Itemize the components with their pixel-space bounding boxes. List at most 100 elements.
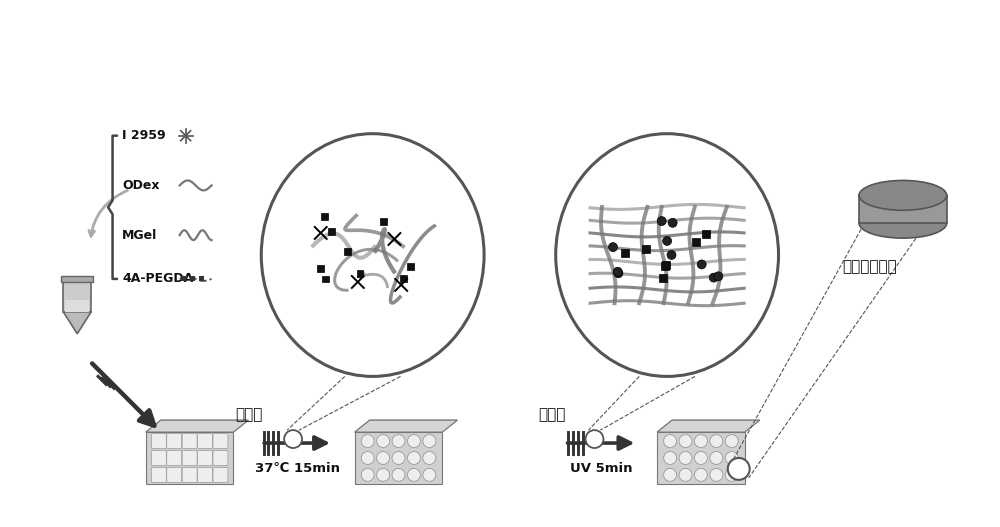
FancyBboxPatch shape bbox=[198, 451, 213, 465]
Text: 37℃ 15min: 37℃ 15min bbox=[255, 462, 340, 475]
Circle shape bbox=[407, 435, 420, 447]
Ellipse shape bbox=[261, 134, 484, 376]
Polygon shape bbox=[859, 196, 947, 223]
Circle shape bbox=[709, 273, 718, 282]
Bar bbox=[380, 218, 387, 225]
Polygon shape bbox=[146, 432, 233, 484]
Text: 4A-PEGDA: 4A-PEGDA bbox=[122, 272, 193, 286]
Circle shape bbox=[667, 250, 676, 259]
Circle shape bbox=[377, 435, 390, 447]
Circle shape bbox=[725, 435, 738, 447]
Ellipse shape bbox=[859, 208, 947, 238]
Circle shape bbox=[392, 452, 405, 464]
Polygon shape bbox=[63, 312, 91, 334]
Bar bbox=[662, 261, 670, 269]
Text: 第一步: 第一步 bbox=[236, 407, 263, 422]
Circle shape bbox=[657, 217, 666, 226]
Circle shape bbox=[361, 452, 374, 464]
FancyBboxPatch shape bbox=[213, 467, 228, 482]
Polygon shape bbox=[657, 420, 760, 432]
Circle shape bbox=[407, 452, 420, 464]
Bar bbox=[199, 277, 204, 281]
Circle shape bbox=[613, 267, 622, 276]
Bar bbox=[659, 275, 667, 282]
Polygon shape bbox=[146, 420, 248, 432]
FancyBboxPatch shape bbox=[167, 434, 182, 448]
Circle shape bbox=[423, 452, 436, 464]
Circle shape bbox=[609, 242, 618, 251]
Bar bbox=[322, 276, 329, 282]
Bar bbox=[344, 248, 351, 255]
Text: 双网络水凝胶: 双网络水凝胶 bbox=[843, 259, 897, 275]
Bar bbox=[317, 265, 324, 272]
Text: UV 5min: UV 5min bbox=[570, 462, 633, 475]
Circle shape bbox=[679, 435, 692, 447]
Bar bbox=[321, 213, 328, 220]
Text: ODex: ODex bbox=[122, 179, 160, 192]
Bar bbox=[702, 230, 710, 238]
Circle shape bbox=[694, 452, 707, 464]
Circle shape bbox=[392, 435, 405, 447]
Circle shape bbox=[668, 218, 677, 227]
Circle shape bbox=[664, 435, 677, 447]
Circle shape bbox=[714, 272, 723, 281]
Circle shape bbox=[710, 452, 723, 464]
Circle shape bbox=[725, 452, 738, 464]
Bar bbox=[328, 228, 335, 235]
Polygon shape bbox=[355, 420, 457, 432]
Circle shape bbox=[679, 469, 692, 481]
Polygon shape bbox=[355, 432, 442, 484]
FancyBboxPatch shape bbox=[198, 467, 213, 482]
Circle shape bbox=[377, 469, 390, 481]
Text: I 2959: I 2959 bbox=[122, 129, 166, 142]
Circle shape bbox=[614, 269, 623, 278]
Bar bbox=[661, 261, 669, 270]
FancyBboxPatch shape bbox=[151, 451, 166, 465]
Bar bbox=[181, 277, 186, 281]
Bar bbox=[407, 263, 414, 270]
FancyBboxPatch shape bbox=[182, 451, 197, 465]
FancyBboxPatch shape bbox=[213, 451, 228, 465]
Polygon shape bbox=[146, 420, 248, 432]
Circle shape bbox=[423, 469, 436, 481]
Bar bbox=[357, 270, 363, 277]
Text: 第二步: 第二步 bbox=[538, 407, 565, 422]
Polygon shape bbox=[355, 420, 457, 432]
Ellipse shape bbox=[556, 134, 779, 376]
Circle shape bbox=[377, 452, 390, 464]
Bar bbox=[400, 275, 407, 282]
Circle shape bbox=[407, 469, 420, 481]
Circle shape bbox=[725, 469, 738, 481]
FancyBboxPatch shape bbox=[213, 434, 228, 448]
Polygon shape bbox=[657, 432, 745, 484]
Circle shape bbox=[586, 430, 603, 448]
FancyBboxPatch shape bbox=[182, 434, 197, 448]
FancyBboxPatch shape bbox=[182, 467, 197, 482]
Bar bbox=[621, 249, 629, 257]
Circle shape bbox=[361, 469, 374, 481]
Ellipse shape bbox=[859, 180, 947, 210]
Circle shape bbox=[697, 260, 706, 269]
Bar bbox=[692, 238, 700, 246]
FancyBboxPatch shape bbox=[198, 434, 213, 448]
Circle shape bbox=[694, 435, 707, 447]
Bar bbox=[190, 277, 195, 281]
Circle shape bbox=[361, 435, 374, 447]
FancyBboxPatch shape bbox=[167, 467, 182, 482]
Circle shape bbox=[710, 435, 723, 447]
Bar bbox=[642, 246, 650, 253]
Text: MGel: MGel bbox=[122, 229, 157, 242]
FancyBboxPatch shape bbox=[167, 451, 182, 465]
Circle shape bbox=[663, 237, 672, 246]
Circle shape bbox=[284, 430, 302, 448]
FancyBboxPatch shape bbox=[65, 300, 89, 312]
Polygon shape bbox=[657, 420, 760, 432]
Circle shape bbox=[664, 469, 677, 481]
FancyBboxPatch shape bbox=[151, 434, 166, 448]
FancyBboxPatch shape bbox=[61, 276, 93, 282]
FancyBboxPatch shape bbox=[63, 282, 91, 312]
Circle shape bbox=[392, 469, 405, 481]
Circle shape bbox=[710, 469, 723, 481]
Circle shape bbox=[423, 435, 436, 447]
Circle shape bbox=[728, 458, 750, 480]
